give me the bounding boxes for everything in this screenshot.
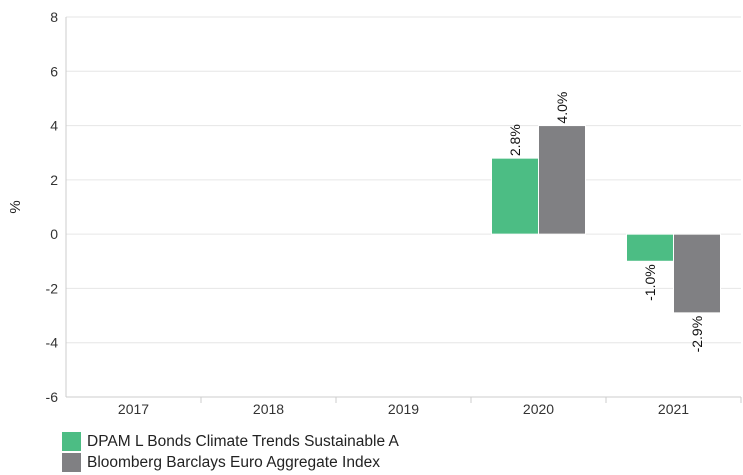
y-tick-label: 8: [50, 9, 58, 25]
data-label: 2.8%: [507, 124, 523, 156]
bar: [491, 157, 539, 235]
legend: DPAM L Bonds Climate Trends Sustainable …: [62, 431, 399, 473]
legend-item: DPAM L Bonds Climate Trends Sustainable …: [62, 431, 399, 452]
y-tick-label: 2: [50, 172, 58, 188]
axes: 8 6 4 2 0 -2 -4 -6% 2017 2018 2019 2020 2021: [7, 9, 742, 417]
bar: [673, 233, 721, 314]
legend-swatch: [62, 453, 81, 472]
y-axis-title: %: [7, 200, 24, 213]
legend-swatch: [62, 432, 81, 451]
y-tick-label: 6: [50, 63, 58, 79]
bar: [626, 233, 674, 262]
bars: [491, 125, 721, 314]
legend-item: Bloomberg Barclays Euro Aggregate Index: [62, 452, 399, 473]
bar-chart: 8 6 4 2 0 -2 -4 -6% 2017 2018 2019 2020 2021 2.8% 4.0…: [7, 9, 742, 417]
x-tick-label: 2021: [658, 401, 689, 417]
data-labels: 2.8% 4.0% -1.0% -2.9%: [507, 92, 705, 353]
legend-label: Bloomberg Barclays Euro Aggregate Index: [87, 453, 380, 471]
data-label: 4.0%: [554, 92, 570, 124]
y-tick-label: -2: [46, 280, 59, 296]
y-tick-label: -6: [46, 389, 59, 405]
data-label: -2.9%: [689, 316, 705, 353]
gridlines: [66, 16, 741, 398]
data-label: -1.0%: [642, 264, 658, 301]
x-tick-label: 2019: [388, 401, 419, 417]
legend-label: DPAM L Bonds Climate Trends Sustainable …: [87, 432, 399, 450]
x-tick-label: 2017: [118, 401, 149, 417]
y-tick-label: 0: [50, 226, 58, 242]
x-tick-label: 2018: [253, 401, 284, 417]
y-tick-label: 4: [50, 118, 58, 134]
y-tick-label: -4: [46, 335, 59, 351]
bar: [538, 125, 586, 235]
x-tick-label: 2020: [523, 401, 554, 417]
